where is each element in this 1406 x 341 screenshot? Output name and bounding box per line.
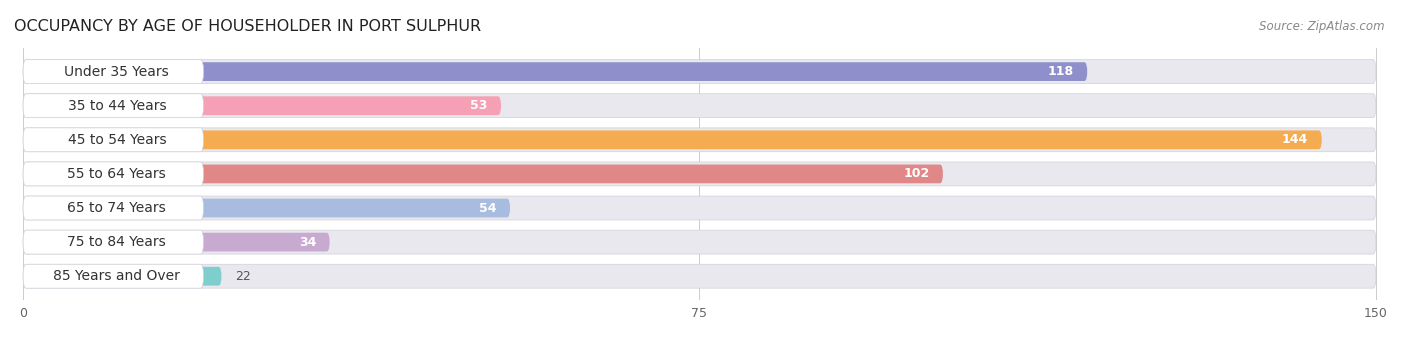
FancyBboxPatch shape [22,264,204,288]
Text: 45 to 54 Years: 45 to 54 Years [67,133,166,147]
FancyBboxPatch shape [22,162,1376,186]
FancyBboxPatch shape [22,94,1376,118]
Text: 102: 102 [903,167,929,180]
FancyBboxPatch shape [22,230,204,254]
FancyBboxPatch shape [22,62,1087,81]
Text: OCCUPANCY BY AGE OF HOUSEHOLDER IN PORT SULPHUR: OCCUPANCY BY AGE OF HOUSEHOLDER IN PORT … [14,19,481,34]
Text: 144: 144 [1282,133,1308,146]
FancyBboxPatch shape [22,196,204,220]
Text: 53: 53 [470,99,488,112]
FancyBboxPatch shape [22,94,204,118]
FancyBboxPatch shape [22,264,1376,288]
Text: 118: 118 [1047,65,1074,78]
FancyBboxPatch shape [22,196,1376,220]
FancyBboxPatch shape [22,165,943,183]
Text: 35 to 44 Years: 35 to 44 Years [67,99,166,113]
Text: Under 35 Years: Under 35 Years [65,64,169,79]
FancyBboxPatch shape [22,128,1376,152]
FancyBboxPatch shape [22,198,510,218]
FancyBboxPatch shape [22,60,204,84]
Text: 85 Years and Over: 85 Years and Over [53,269,180,283]
FancyBboxPatch shape [22,233,330,252]
Text: 54: 54 [479,202,496,214]
FancyBboxPatch shape [22,162,204,186]
FancyBboxPatch shape [22,97,501,115]
Text: 34: 34 [299,236,316,249]
Text: 22: 22 [235,270,250,283]
FancyBboxPatch shape [22,128,204,152]
FancyBboxPatch shape [22,131,1322,149]
Text: 55 to 64 Years: 55 to 64 Years [67,167,166,181]
Text: Source: ZipAtlas.com: Source: ZipAtlas.com [1260,20,1385,33]
Text: 75 to 84 Years: 75 to 84 Years [67,235,166,249]
FancyBboxPatch shape [22,230,1376,254]
FancyBboxPatch shape [22,267,222,286]
FancyBboxPatch shape [22,60,1376,84]
Text: 65 to 74 Years: 65 to 74 Years [67,201,166,215]
